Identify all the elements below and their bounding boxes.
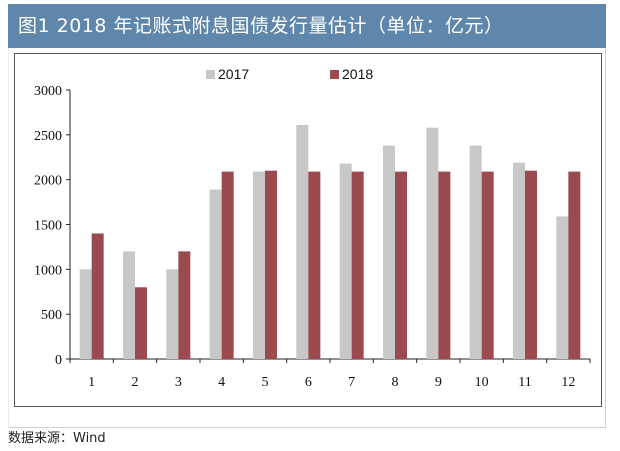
bar-2018-6	[308, 171, 321, 359]
x-tick-label: 11	[518, 375, 531, 390]
x-tick-label: 4	[218, 375, 225, 390]
bar-2017-6	[296, 124, 309, 359]
x-tick-label: 3	[175, 375, 182, 390]
bar-2018-12	[568, 171, 581, 359]
bar-2017-2	[123, 251, 135, 359]
legend-swatch-2018	[330, 70, 339, 79]
bar-2018-10	[481, 171, 494, 359]
bar-2017-11	[513, 162, 525, 359]
bar-2017-8	[383, 145, 395, 359]
bar-2017-9	[426, 127, 439, 359]
x-tick-label: 6	[305, 375, 312, 390]
legend-label-2017: 2017	[218, 66, 249, 82]
bar-2018-9	[438, 171, 451, 359]
bar-2018-5	[265, 170, 277, 359]
plot-border	[14, 53, 602, 407]
bar-2017-1	[79, 269, 92, 359]
bar-2017-10	[469, 145, 482, 359]
x-tick-label: 5	[262, 375, 269, 390]
bar-2018-3	[178, 251, 191, 359]
x-tick-label: 10	[475, 375, 489, 390]
legend: 2017 2018	[206, 66, 373, 82]
y-tick-label: 1500	[34, 219, 62, 234]
y-tick-label: 3000	[34, 84, 62, 99]
bar-2018-4	[221, 171, 234, 359]
bar-2017-12	[556, 216, 569, 359]
y-tick-label: 0	[55, 353, 62, 368]
y-tick-label: 2000	[34, 174, 62, 189]
bar-2018-2	[135, 287, 147, 359]
legend-label-2018: 2018	[342, 66, 373, 82]
y-tick-label: 2500	[34, 129, 62, 144]
bar-2018-8	[395, 171, 407, 359]
x-tick-label: 2	[132, 375, 139, 390]
data-source-note: 数据来源：Wind	[8, 431, 106, 446]
chart-title: 图1 2018 年记账式附息国债发行量估计（单位：亿元）	[8, 4, 606, 48]
x-tick-label: 1	[88, 375, 95, 390]
x-tick-label: 9	[435, 375, 442, 390]
bars	[79, 124, 581, 359]
x-tick-label: 7	[348, 375, 355, 390]
bar-2017-5	[253, 171, 265, 359]
x-tick-label: 12	[561, 375, 575, 390]
legend-swatch-2017	[206, 70, 215, 79]
y-tick-label: 500	[41, 308, 62, 323]
bar-2017-3	[166, 269, 179, 359]
x-tick-label: 8	[392, 375, 399, 390]
bar-2017-4	[209, 189, 222, 359]
bar-2017-7	[339, 163, 352, 359]
bar-2018-11	[525, 170, 537, 359]
bar-2018-1	[91, 233, 104, 359]
bar-2018-7	[351, 171, 364, 359]
y-tick-label: 1000	[34, 263, 62, 278]
